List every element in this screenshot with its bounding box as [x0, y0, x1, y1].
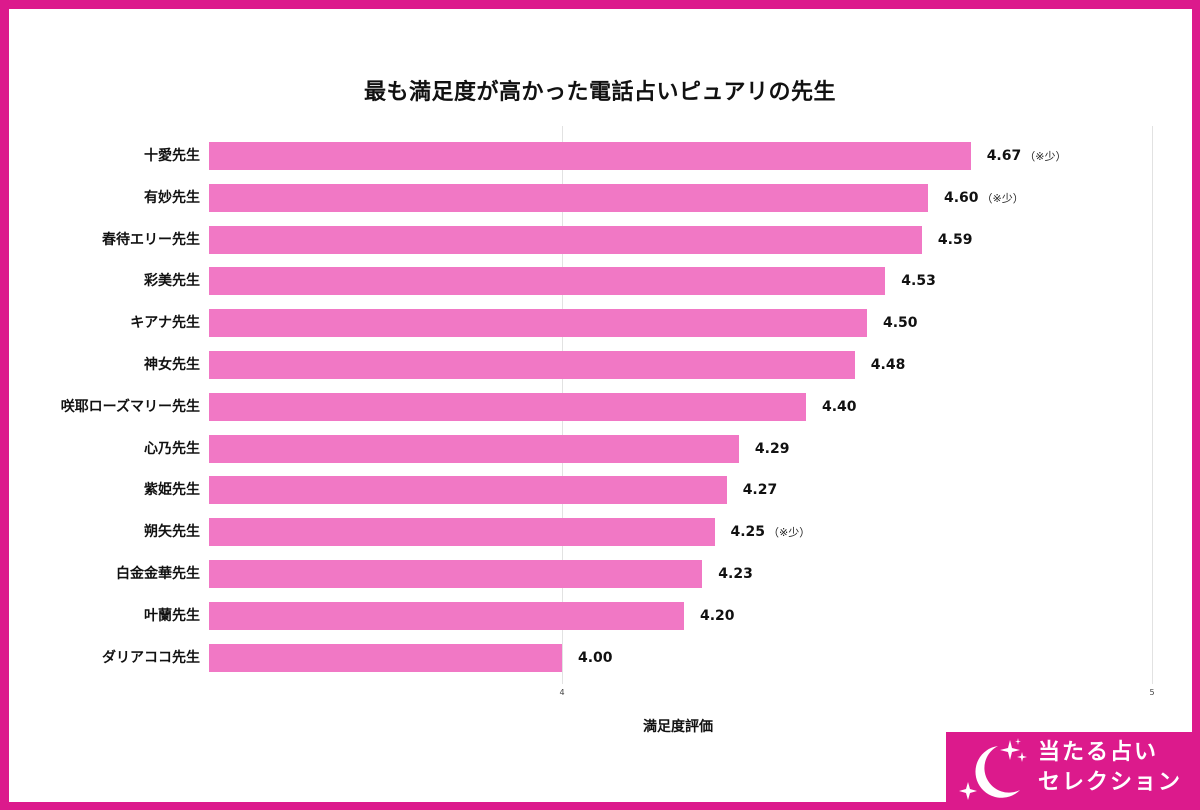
bar-row: 白金金華先生 4.23	[0, 560, 1200, 588]
value-label: 4.50	[883, 309, 921, 338]
category-label: 朔矢先生	[144, 524, 200, 541]
bar-row: キアナ先生 4.50	[0, 309, 1200, 338]
bar	[209, 601, 684, 630]
category-label: 紫姫先生	[144, 482, 200, 499]
value-label: 4.20	[700, 602, 738, 631]
value-number: 4.29	[754, 440, 790, 457]
value-label: 4.23	[718, 560, 756, 589]
moon-stars-icon	[959, 738, 1027, 800]
bar-row: 有妙先生 4.60 （※少）	[0, 183, 1200, 213]
bar-row: 十愛先生 4.67 （※少）	[0, 142, 1200, 170]
value-number: 4.48	[870, 357, 906, 373]
bar-row: 叶蘭先生 4.20	[0, 601, 1200, 631]
chart-title: 最も満足度が高かった電話占いピュアリの先生	[363, 80, 837, 105]
brand-badge: 当たる占い セレクション	[946, 732, 1192, 802]
value-number: 4.25	[730, 524, 766, 541]
bar-row: 神女先生 4.48	[0, 351, 1200, 379]
value-number: 4.50	[883, 315, 918, 332]
value-label: 4.29	[755, 435, 793, 464]
bar	[209, 267, 886, 296]
brand-line-1: 当たる占い	[1038, 740, 1159, 765]
x-tick-4: 4	[559, 688, 565, 697]
category-label: 神女先生	[144, 357, 200, 373]
category-label: 叶蘭先生	[144, 607, 200, 624]
value-number: 4.53	[901, 273, 936, 290]
value-number: 4.67	[986, 148, 1022, 164]
bar	[209, 309, 867, 338]
bar	[209, 518, 715, 547]
gridline-5	[1152, 126, 1153, 684]
bar-row: 紫姫先生 4.27	[0, 476, 1200, 505]
value-number: 4.27	[742, 482, 778, 499]
category-label: 白金金華先生	[116, 566, 200, 582]
bar	[209, 392, 806, 421]
category-label: ダリアココ先生	[102, 649, 200, 666]
bar	[209, 560, 703, 588]
bar	[209, 351, 855, 379]
bar-row: 春待エリー先生 4.59	[0, 225, 1200, 255]
category-label: キアナ先生	[130, 315, 200, 332]
x-tick-5: 5	[1149, 688, 1155, 697]
value-number: 4.23	[718, 566, 753, 582]
category-label: 彩美先生	[144, 273, 200, 290]
value-label: 4.53	[901, 267, 939, 296]
category-label: 有妙先生	[144, 189, 200, 206]
value-label: 4.59	[938, 226, 976, 255]
sample-note: （※少）	[981, 191, 1024, 205]
bar	[209, 142, 971, 170]
value-number: 4.59	[937, 231, 973, 248]
value-number: 4.20	[700, 607, 735, 624]
category-label: 十愛先生	[144, 148, 200, 164]
bar	[209, 476, 727, 505]
bar-row: 彩美先生 4.53	[0, 267, 1200, 296]
bar-row: 朔矢先生 4.25 （※少）	[0, 518, 1200, 547]
bar-row: ダリアココ先生 4.00	[0, 643, 1200, 673]
value-label: 4.25 （※少）	[731, 518, 811, 547]
sample-note: （※少）	[1024, 150, 1067, 163]
bar-row: 心乃先生 4.29	[0, 434, 1200, 464]
sample-note: （※少）	[768, 526, 811, 540]
value-number: 4.00	[578, 649, 613, 666]
value-label: 4.48	[871, 351, 909, 380]
value-number: 4.40	[822, 398, 857, 415]
bar	[209, 225, 922, 254]
bar-row: 咲耶ローズマリー先生 4.40	[0, 392, 1200, 422]
value-label: 4.00	[578, 644, 616, 673]
brand-line-2: セレクション	[1038, 770, 1183, 795]
x-axis-label: 満足度評価	[643, 719, 713, 735]
category-label: 春待エリー先生	[102, 231, 200, 248]
category-label: 心乃先生	[144, 440, 200, 457]
value-number: 4.60	[944, 189, 979, 206]
value-label: 4.67 （※少）	[987, 142, 1067, 171]
value-label: 4.40	[822, 393, 860, 422]
bar	[209, 643, 562, 672]
bar	[209, 183, 928, 212]
bar	[209, 434, 739, 463]
value-label: 4.60 （※少）	[944, 184, 1024, 213]
value-label: 4.27	[743, 476, 781, 505]
category-label: 咲耶ローズマリー先生	[60, 398, 200, 415]
